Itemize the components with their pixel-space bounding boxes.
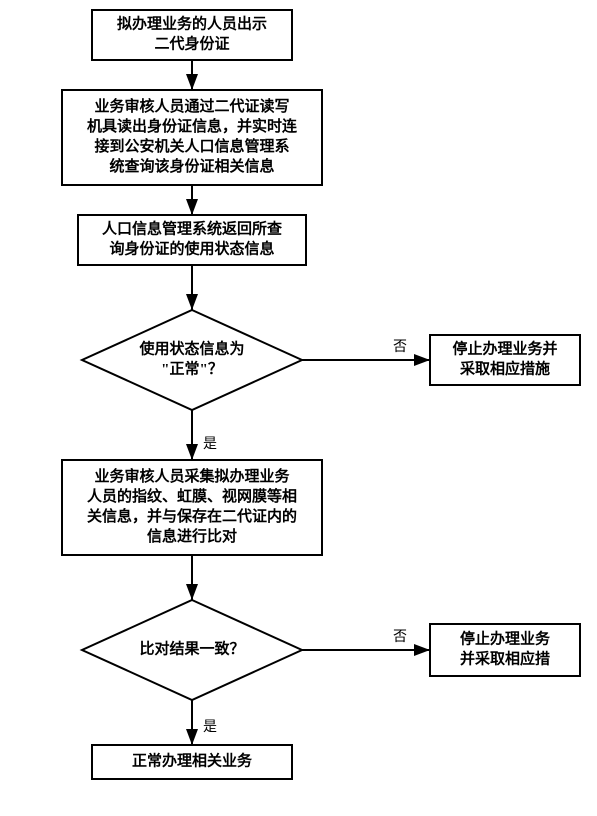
decision-node: 使用状态信息为 "正常"？ xyxy=(82,310,302,410)
node-text: 二代身份证 xyxy=(154,34,229,52)
edge-label: 否 xyxy=(393,630,407,645)
process-node: 业务审核人员通过二代证读写机具读出身份证信息，并实时连接到公安机关人口信息管理系… xyxy=(62,90,322,185)
node-text: 统查询该身份证相关信息 xyxy=(109,157,274,175)
process-node: 停止办理业务并采取相应措施 xyxy=(430,335,580,385)
node-text: 停止办理业务并 xyxy=(452,339,557,357)
flowchart-canvas: 否是否是拟办理业务的人员出示二代身份证业务审核人员通过二代证读写机具读出身份证信… xyxy=(0,0,597,816)
node-text: 接到公安机关人口信息管理系 xyxy=(94,137,289,155)
process-node: 人口信息管理系统返回所查询身份证的使用状态信息 xyxy=(78,215,306,265)
node-text: 关信息，并与保存在二代证内的 xyxy=(87,507,297,525)
node-text: 机具读出身份证信息，并实时连 xyxy=(87,117,298,135)
process-node: 业务审核人员采集拟办理业务人员的指纹、虹膜、视网膜等相关信息，并与保存在二代证内… xyxy=(62,460,322,555)
node-text: 比对结果一致？ xyxy=(139,639,244,657)
node-text: 并采取相应措 xyxy=(460,649,550,667)
node-text: 使用状态信息为 xyxy=(138,339,244,357)
node-text: "正常"？ xyxy=(161,359,223,377)
process-node: 正常办理相关业务 xyxy=(92,745,292,779)
process-node: 拟办理业务的人员出示二代身份证 xyxy=(92,10,292,60)
node-text: 停止办理业务 xyxy=(460,629,551,647)
decision-node: 比对结果一致？ xyxy=(82,600,302,700)
node-text: 正常办理相关业务 xyxy=(132,751,253,769)
node-text: 询身份证的使用状态信息 xyxy=(109,239,274,257)
node-text: 信息进行比对 xyxy=(147,527,237,545)
edge-label: 否 xyxy=(393,340,407,355)
node-text: 拟办理业务的人员出示 xyxy=(117,14,267,32)
node-text: 业务审核人员采集拟办理业务 xyxy=(94,467,290,485)
node-text: 业务审核人员通过二代证读写 xyxy=(94,97,289,115)
node-text: 人口信息管理系统返回所查 xyxy=(102,219,283,237)
node-text: 采取相应措施 xyxy=(459,359,550,377)
edge-label: 是 xyxy=(203,720,217,735)
process-node: 停止办理业务并采取相应措 xyxy=(430,624,580,676)
edge-label: 是 xyxy=(203,437,217,452)
node-text: 人员的指纹、虹膜、视网膜等相 xyxy=(87,487,297,505)
